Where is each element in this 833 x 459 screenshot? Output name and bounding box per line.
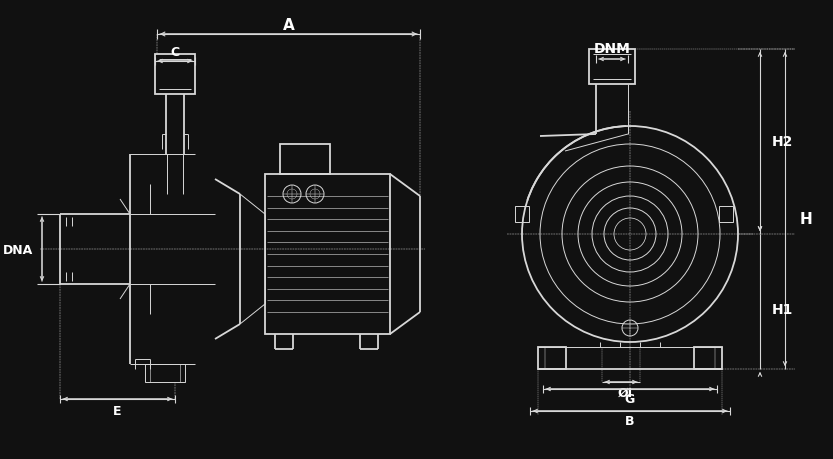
Bar xyxy=(515,207,529,223)
Bar xyxy=(145,364,185,382)
Bar xyxy=(719,207,733,223)
Text: DNA: DNA xyxy=(2,243,33,256)
Bar xyxy=(538,347,566,369)
Bar xyxy=(694,347,722,369)
Bar xyxy=(155,55,195,95)
Text: E: E xyxy=(113,405,122,418)
Text: H: H xyxy=(800,212,813,227)
Text: DNM: DNM xyxy=(594,42,631,56)
Text: H1: H1 xyxy=(772,303,793,317)
Text: H2: H2 xyxy=(772,135,793,149)
Text: A: A xyxy=(282,17,294,33)
Text: C: C xyxy=(171,45,180,58)
Bar xyxy=(589,50,635,85)
Text: ØI: ØI xyxy=(617,386,632,398)
Text: G: G xyxy=(625,392,635,406)
Text: B: B xyxy=(626,414,635,428)
Bar xyxy=(265,174,390,334)
Bar xyxy=(280,145,330,174)
